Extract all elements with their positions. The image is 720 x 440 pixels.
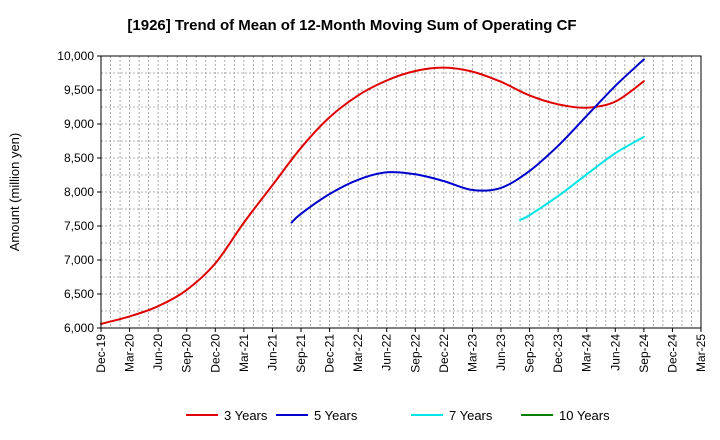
x-tick-label: Jun-20 bbox=[151, 334, 165, 371]
y-tick-label: 9,000 bbox=[64, 117, 94, 131]
series-layer bbox=[100, 58, 645, 325]
x-tick-label: Jun-21 bbox=[265, 334, 279, 371]
legend-label-10-years: 10 Years bbox=[559, 408, 610, 423]
y-tick-label: 9,500 bbox=[64, 83, 94, 97]
x-tick-label: Jun-24 bbox=[608, 334, 622, 371]
y-ticks: 6,000 6,500 7,000 7,500 8,000 8,500 9,000 9,500… bbox=[57, 49, 101, 335]
y-tick-label: 7,500 bbox=[64, 219, 94, 233]
series-line-3-years bbox=[100, 66, 645, 325]
chart-title: [1926] Trend of Mean of 12-Month Moving … bbox=[127, 17, 576, 34]
x-tick-label: Sep-20 bbox=[180, 334, 194, 373]
series-line-7-years bbox=[519, 135, 645, 221]
x-tick-label: Sep-22 bbox=[408, 334, 422, 373]
x-tick-label: Sep-21 bbox=[294, 334, 308, 373]
y-tick-label: 6,000 bbox=[64, 321, 94, 335]
grid bbox=[101, 56, 701, 328]
x-ticks: Dec-19 Mar-20 Jun-20 Sep-20 Dec-20 Mar-21 Jun-… bbox=[94, 328, 708, 373]
x-tick-label: Mar-22 bbox=[351, 334, 365, 372]
y-tick-label: 10,000 bbox=[57, 49, 94, 63]
legend: 3 Years 5 Years 7 Years 10 Years bbox=[186, 408, 610, 423]
x-tick-label: Dec-19 bbox=[94, 334, 108, 373]
x-tick-label: Dec-24 bbox=[665, 334, 679, 373]
x-tick-label: Mar-23 bbox=[465, 334, 479, 372]
x-tick-label: Dec-21 bbox=[323, 334, 337, 373]
x-tick-label: Mar-21 bbox=[237, 334, 251, 372]
x-tick-label: Mar-25 bbox=[694, 334, 708, 372]
x-tick-label: Jun-22 bbox=[380, 334, 394, 371]
x-tick-label: Mar-20 bbox=[123, 334, 137, 372]
x-tick-label: Dec-22 bbox=[437, 334, 451, 373]
y-tick-label: 7,000 bbox=[64, 253, 94, 267]
y-axis-label: Amount (million yen) bbox=[7, 133, 22, 252]
x-tick-label: Sep-24 bbox=[637, 334, 651, 373]
legend-label-3-years: 3 Years bbox=[224, 408, 268, 423]
x-tick-label: Sep-23 bbox=[523, 334, 537, 373]
x-tick-label: Mar-24 bbox=[580, 334, 594, 372]
y-tick-label: 8,000 bbox=[64, 185, 94, 199]
series-line-5-years bbox=[290, 58, 645, 224]
x-tick-label: Jun-23 bbox=[494, 334, 508, 371]
x-tick-label: Dec-20 bbox=[208, 334, 222, 373]
legend-label-7-years: 7 Years bbox=[449, 408, 493, 423]
y-tick-label: 8,500 bbox=[64, 151, 94, 165]
x-tick-label: Dec-23 bbox=[551, 334, 565, 373]
y-tick-label: 6,500 bbox=[64, 287, 94, 301]
legend-label-5-years: 5 Years bbox=[314, 408, 358, 423]
